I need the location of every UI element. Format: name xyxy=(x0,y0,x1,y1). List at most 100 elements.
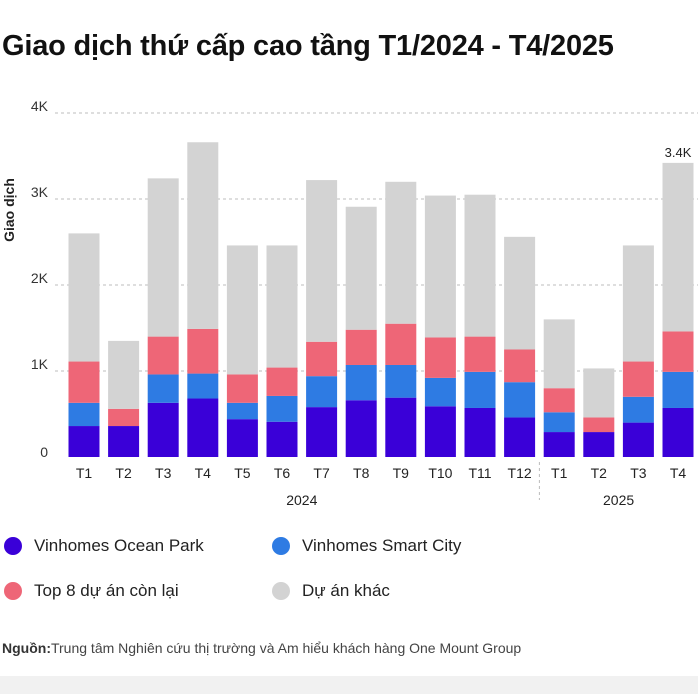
bar-segment xyxy=(424,337,456,378)
source-label: Nguồn: xyxy=(2,640,51,656)
chart-title: Giao dịch thứ cấp cao tầng T1/2024 - T4/… xyxy=(2,30,614,62)
bar-segment xyxy=(424,377,456,407)
x-tick-label: T6 xyxy=(274,465,291,481)
x-tick-label: T2 xyxy=(115,465,132,481)
bar-segment xyxy=(385,181,417,324)
bar-segment xyxy=(385,397,417,457)
bar-segment xyxy=(464,407,496,457)
bar-segment xyxy=(345,206,377,330)
bar-segment xyxy=(543,388,575,413)
bar-segment xyxy=(147,178,179,337)
legend-item-other: Dự án khác xyxy=(272,581,390,601)
x-tick-label: T1 xyxy=(551,465,568,481)
y-tick-label: 4K xyxy=(31,98,49,114)
bar-segment xyxy=(662,371,694,408)
x-tick-label: T2 xyxy=(591,465,608,481)
legend-item-ocean-park: Vinhomes Ocean Park xyxy=(4,536,204,556)
bar-segment xyxy=(187,373,219,399)
bar-segment xyxy=(504,417,536,457)
stacked-bar-chart: 0 1K 2K 3K 4K T1 T2 T3 T4 T5 T6 T7 T8 T9 T10 T11 T12 T1 T2… xyxy=(1,98,698,508)
bar-segment xyxy=(583,417,615,433)
bar-segment xyxy=(464,371,496,408)
bar-segment xyxy=(662,331,694,372)
bar-segment xyxy=(543,319,575,389)
footer-bar xyxy=(0,676,698,694)
legend-dot-icon xyxy=(4,537,22,555)
bar-segment xyxy=(68,233,100,362)
bar-segment xyxy=(226,374,258,403)
bar-segment xyxy=(68,402,100,427)
bar-segment xyxy=(385,323,417,365)
bar-segment xyxy=(504,236,536,350)
bar-segment xyxy=(147,336,179,375)
source-note: Nguồn:Trung tâm Nghiên cứu thị trường và… xyxy=(2,640,521,656)
legend-dot-icon xyxy=(4,582,22,600)
bar-segment xyxy=(345,364,377,401)
x-tick-label: T4 xyxy=(195,465,212,481)
bar-segment xyxy=(147,374,179,403)
bar-segment xyxy=(662,162,694,332)
bar-segment xyxy=(187,142,219,329)
y-tick-label: 3K xyxy=(31,184,49,200)
y-axis-label: Giao dịch xyxy=(1,178,17,242)
bar-segment xyxy=(345,400,377,457)
x-tick-label: T8 xyxy=(353,465,370,481)
y-tick-label: 1K xyxy=(31,356,49,372)
data-label: 3.4K xyxy=(665,145,692,160)
bar-segment xyxy=(306,407,338,457)
x-tick-label: T11 xyxy=(468,465,491,481)
bar-segment xyxy=(504,382,536,418)
bar-segment xyxy=(68,361,100,403)
legend-label: Vinhomes Ocean Park xyxy=(34,536,204,555)
bar-segment xyxy=(266,367,298,396)
bar-segment xyxy=(187,398,219,457)
legend-label: Vinhomes Smart City xyxy=(302,536,462,555)
legend-dot-icon xyxy=(272,537,290,555)
bar-segment xyxy=(622,422,654,457)
bar-segment xyxy=(345,329,377,365)
bar-segment xyxy=(108,426,140,457)
x-tick-label: T7 xyxy=(313,465,330,481)
legend-label: Top 8 dự án còn lại xyxy=(34,581,179,600)
legend-dot-icon xyxy=(272,582,290,600)
bar-segment xyxy=(543,412,575,433)
bar-segment xyxy=(464,336,496,372)
bar-segment xyxy=(622,245,654,362)
bar-segment xyxy=(424,195,456,338)
legend-item-top8: Top 8 dự án còn lại xyxy=(4,581,179,601)
bar-segment xyxy=(464,194,496,337)
x-tick-label: T9 xyxy=(393,465,410,481)
bar-segment xyxy=(504,349,536,383)
bar-segment xyxy=(68,426,100,457)
bar-segment xyxy=(266,245,298,368)
bar-segment xyxy=(266,395,298,422)
bar-segment xyxy=(424,406,456,457)
y-tick-label: 2K xyxy=(31,270,49,286)
x-tick-label: T3 xyxy=(155,465,172,481)
x-tick-label: T10 xyxy=(428,465,452,481)
bar-segment xyxy=(108,340,140,409)
bar-segment xyxy=(266,421,298,457)
source-text: Trung tâm Nghiên cứu thị trường và Am hi… xyxy=(50,640,522,656)
bars-layer xyxy=(68,142,694,457)
legend: Vinhomes Ocean Park Vinhomes Smart City … xyxy=(0,530,698,610)
bar-segment xyxy=(306,376,338,408)
bar-segment xyxy=(622,361,654,397)
bar-segment xyxy=(306,180,338,342)
labels-layer: 0 1K 2K 3K 4K T1 T2 T3 T4 T5 T6 T7 T8 T9 T10 T11 T12 T1 T2… xyxy=(31,98,692,508)
bar-segment xyxy=(583,368,615,418)
bar-segment xyxy=(226,402,258,420)
bar-segment xyxy=(583,432,615,457)
group-label: 2024 xyxy=(286,492,317,508)
bar-segment xyxy=(306,341,338,377)
legend-item-smart-city: Vinhomes Smart City xyxy=(272,536,461,556)
bar-segment xyxy=(147,402,179,457)
bar-segment xyxy=(226,245,258,375)
bar-segment xyxy=(226,419,258,457)
x-tick-label: T5 xyxy=(234,465,251,481)
legend-label: Dự án khác xyxy=(302,581,390,600)
y-tick-label: 0 xyxy=(40,444,48,460)
bar-segment xyxy=(385,364,417,398)
bar-segment xyxy=(108,408,140,427)
x-tick-label: T3 xyxy=(630,465,647,481)
